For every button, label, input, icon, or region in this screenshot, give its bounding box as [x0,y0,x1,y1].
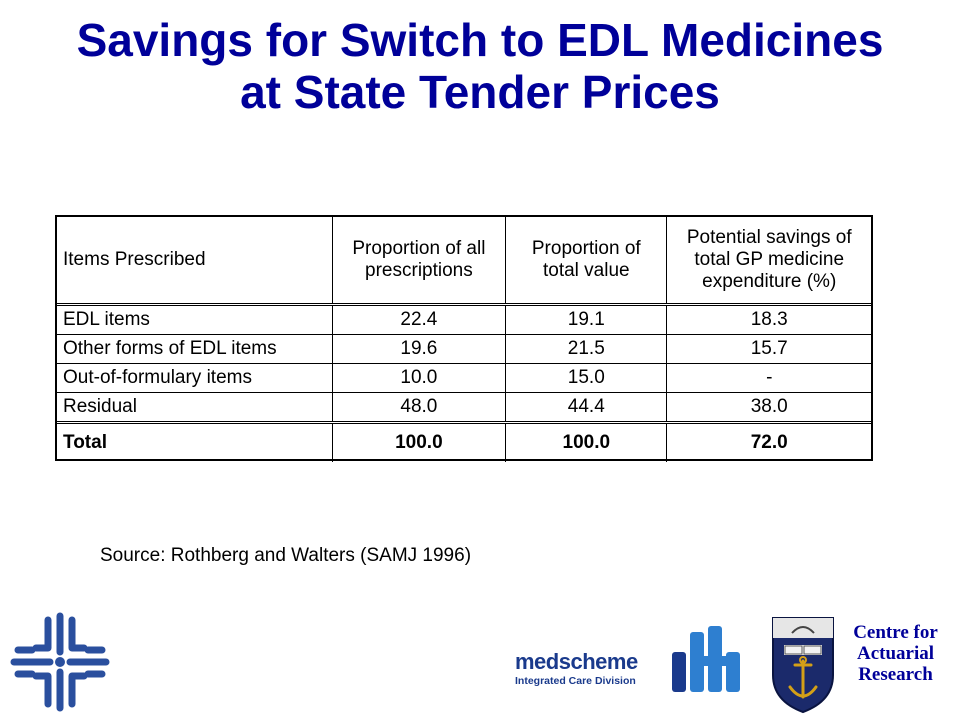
medscheme-subtitle: Integrated Care Division [515,675,636,687]
table-row: Residual 48.0 44.4 38.0 [57,392,871,424]
cell-potential-savings: 38.0 [666,392,871,424]
header-items-prescribed: Items Prescribed [57,217,333,306]
cell-potential-savings: 18.3 [666,304,871,335]
medscheme-logo: medscheme Integrated Care Division [515,650,663,698]
row-label: Other forms of EDL items [57,334,333,364]
savings-table-grid: Items Prescribed Proportion of all presc… [57,217,871,462]
centre-actuarial-research-label: Centre for Actuarial Research [838,622,953,685]
table-row: EDL items 22.4 19.1 18.3 [57,304,871,335]
row-label: Residual [57,392,333,424]
header-proportion-value: Proportion of total value [505,217,668,306]
source-citation: Source: Rothberg and Walters (SAMJ 1996) [100,545,472,566]
total-potential-savings: 72.0 [750,432,788,453]
car-line-1: Centre for [853,622,938,643]
total-label: Total [57,422,333,462]
medscheme-symbol-icon [672,626,740,692]
cell-potential-savings: - [666,363,871,393]
cell-proportion-value: 44.4 [505,392,668,424]
row-label: Out-of-formulary items [57,363,333,393]
cell-proportion-prescriptions: 10.0 [332,363,507,393]
cell-potential-savings: 15.7 [666,334,871,364]
table-row: Out-of-formulary items 10.0 15.0 - [57,363,871,393]
header-potential-savings: Potential savings of total GP medicine e… [666,217,871,306]
cell-proportion-prescriptions: 19.6 [332,334,507,364]
cell-proportion-value: 15.0 [505,363,668,393]
total-proportion-prescriptions: 100.0 [332,422,507,462]
car-line-3: Research [858,664,933,685]
savings-table: Items Prescribed Proportion of all presc… [55,215,873,462]
row-label: EDL items [57,304,333,335]
cell-proportion-prescriptions: 48.0 [332,392,507,424]
cell-proportion-prescriptions: 22.4 [332,304,507,335]
table-header-row: Items Prescribed Proportion of all presc… [57,217,871,306]
medscheme-wordmark: medscheme [515,649,638,674]
header-proportion-prescriptions: Proportion of all prescriptions [332,217,507,306]
slide-title: Savings for Switch to EDL Medicines at S… [0,14,960,118]
university-crest-logo [772,617,834,714]
cell-proportion-value: 19.1 [505,304,668,335]
table-row: Other forms of EDL items 19.6 21.5 15.7 [57,334,871,364]
slide-title-line-2: at State Tender Prices [240,66,720,118]
car-line-2: Actuarial [856,643,935,664]
cross-emblem-logo [10,612,110,712]
total-proportion-value: 100.0 [505,422,668,462]
slide-title-line-1: Savings for Switch to EDL Medicines [76,14,884,66]
cell-proportion-value: 21.5 [505,334,668,364]
table-total-row: Total 100.0 100.0 72.0 [57,422,871,462]
